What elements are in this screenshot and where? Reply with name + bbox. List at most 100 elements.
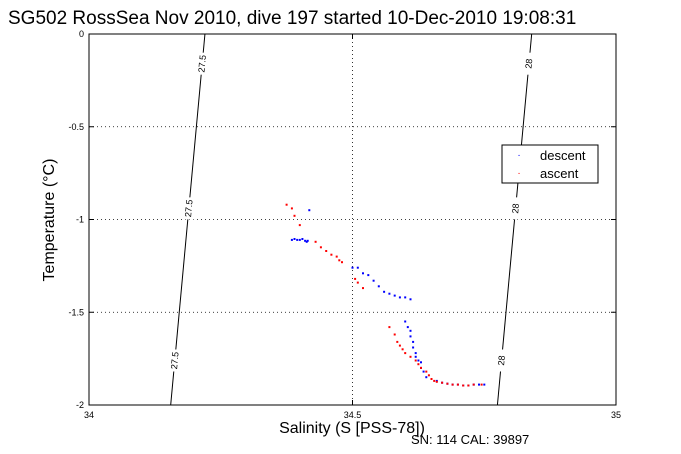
point-ascent bbox=[451, 383, 454, 386]
point-ascent bbox=[330, 253, 333, 256]
isopycnal-label-bg bbox=[510, 197, 521, 220]
point-ascent bbox=[435, 380, 438, 383]
point-ascent bbox=[293, 214, 296, 217]
y-tick-label: -0.5 bbox=[68, 122, 84, 132]
isopycnal-label-bg bbox=[197, 52, 208, 75]
x-axis-label: Salinity (S [PSS-78]) bbox=[279, 420, 425, 437]
point-descent bbox=[417, 359, 420, 362]
point-descent bbox=[308, 209, 311, 212]
point-ascent bbox=[338, 259, 341, 262]
point-descent bbox=[412, 340, 415, 343]
y-tick-label: -1.5 bbox=[68, 307, 84, 317]
point-descent bbox=[478, 383, 480, 386]
point-ascent bbox=[298, 224, 301, 227]
y-tick-label: -1 bbox=[76, 215, 84, 225]
point-descent bbox=[398, 296, 401, 299]
point-descent bbox=[290, 238, 293, 241]
point-ascent bbox=[462, 384, 465, 387]
y-tick-label: -2 bbox=[76, 400, 84, 410]
point-ascent bbox=[467, 384, 470, 387]
point-ascent bbox=[401, 348, 404, 351]
point-descent bbox=[409, 329, 412, 332]
point-descent bbox=[420, 361, 422, 364]
point-ascent bbox=[446, 382, 449, 385]
point-ascent bbox=[396, 340, 399, 343]
point-descent bbox=[412, 346, 415, 349]
point-ascent bbox=[356, 281, 359, 284]
isopycnal-label: 27.5 bbox=[183, 199, 195, 217]
point-descent bbox=[301, 238, 304, 240]
isopycnals: 27.5 27.5 27.5 28 28 28 bbox=[169, 33, 534, 406]
point-ascent bbox=[433, 379, 436, 382]
legend-marker-descent: · bbox=[517, 150, 520, 161]
point-descent bbox=[367, 274, 370, 277]
isopycnal-label: 28 bbox=[510, 203, 521, 214]
point-ascent bbox=[414, 359, 417, 362]
point-descent bbox=[414, 352, 417, 355]
legend-marker-ascent: · bbox=[517, 168, 520, 179]
point-descent bbox=[483, 383, 486, 386]
point-descent bbox=[362, 272, 364, 275]
point-ascent bbox=[325, 250, 328, 252]
point-descent bbox=[425, 376, 428, 379]
point-descent bbox=[404, 320, 407, 323]
point-ascent bbox=[341, 261, 343, 264]
point-descent bbox=[404, 296, 407, 299]
isopycnal-label: 28 bbox=[496, 355, 507, 366]
point-descent bbox=[414, 355, 417, 358]
point-ascent bbox=[290, 207, 293, 210]
point-descent bbox=[298, 238, 301, 241]
point-descent bbox=[409, 335, 412, 338]
point-ascent bbox=[404, 352, 407, 355]
footer-serial: SN: 114 CAL: 39897 bbox=[411, 432, 529, 447]
point-ascent bbox=[417, 363, 420, 366]
legend-label-ascent: ascent bbox=[540, 166, 579, 181]
point-descent bbox=[409, 298, 412, 301]
point-descent bbox=[351, 266, 354, 269]
y-axis-label: Temperature (°C) bbox=[41, 159, 58, 282]
legend-label-descent: descent bbox=[540, 148, 586, 163]
axis-ticks: 34 34.5 35 0 -0.5 -1 -1.5 -2 bbox=[68, 29, 621, 420]
point-descent bbox=[383, 290, 386, 293]
point-descent bbox=[377, 285, 380, 288]
point-ascent bbox=[430, 378, 433, 380]
point-descent bbox=[304, 239, 307, 242]
point-ascent bbox=[425, 370, 428, 373]
point-ascent bbox=[393, 333, 396, 336]
point-ascent bbox=[319, 246, 322, 249]
plot-frame bbox=[88, 33, 617, 406]
isopycnal-line bbox=[496, 33, 533, 406]
point-ascent bbox=[409, 355, 412, 358]
point-descent bbox=[372, 279, 375, 282]
isopycnal-label-bg bbox=[496, 349, 507, 372]
point-ascent bbox=[335, 255, 338, 258]
x-tick-label: 34.5 bbox=[344, 410, 362, 420]
point-ascent bbox=[388, 326, 391, 329]
point-ascent bbox=[362, 287, 364, 290]
point-descent bbox=[388, 292, 391, 295]
point-ascent bbox=[456, 383, 459, 386]
point-ascent bbox=[285, 203, 288, 206]
point-descent bbox=[393, 294, 396, 297]
isopycnal-label: 27.5 bbox=[169, 351, 181, 369]
y-tick-label: 0 bbox=[79, 29, 84, 39]
point-ascent bbox=[427, 374, 430, 377]
isopycnal-label-bg bbox=[183, 197, 194, 220]
point-descent bbox=[296, 238, 299, 241]
legend: · descent · ascent bbox=[501, 144, 599, 184]
isopycnal-label: 27.5 bbox=[196, 55, 208, 73]
point-descent bbox=[306, 239, 309, 242]
point-ascent bbox=[314, 240, 317, 243]
isopycnal-label-bg bbox=[523, 52, 534, 75]
x-tick-label: 35 bbox=[611, 410, 621, 420]
point-descent bbox=[406, 326, 409, 329]
chart-title: SG502 RossSea Nov 2010, dive 197 started… bbox=[8, 8, 576, 29]
isopycnal-label-bg bbox=[169, 349, 180, 372]
point-ascent bbox=[480, 383, 483, 386]
legend-box bbox=[501, 144, 599, 184]
plot-area: 27.5 27.5 27.5 28 28 28 34 34.5 35 0 -0.5 -1 -1.5 -2 bbox=[68, 29, 621, 420]
point-ascent bbox=[398, 344, 401, 347]
point-descent bbox=[293, 238, 296, 240]
isopycnal-line bbox=[170, 33, 206, 406]
